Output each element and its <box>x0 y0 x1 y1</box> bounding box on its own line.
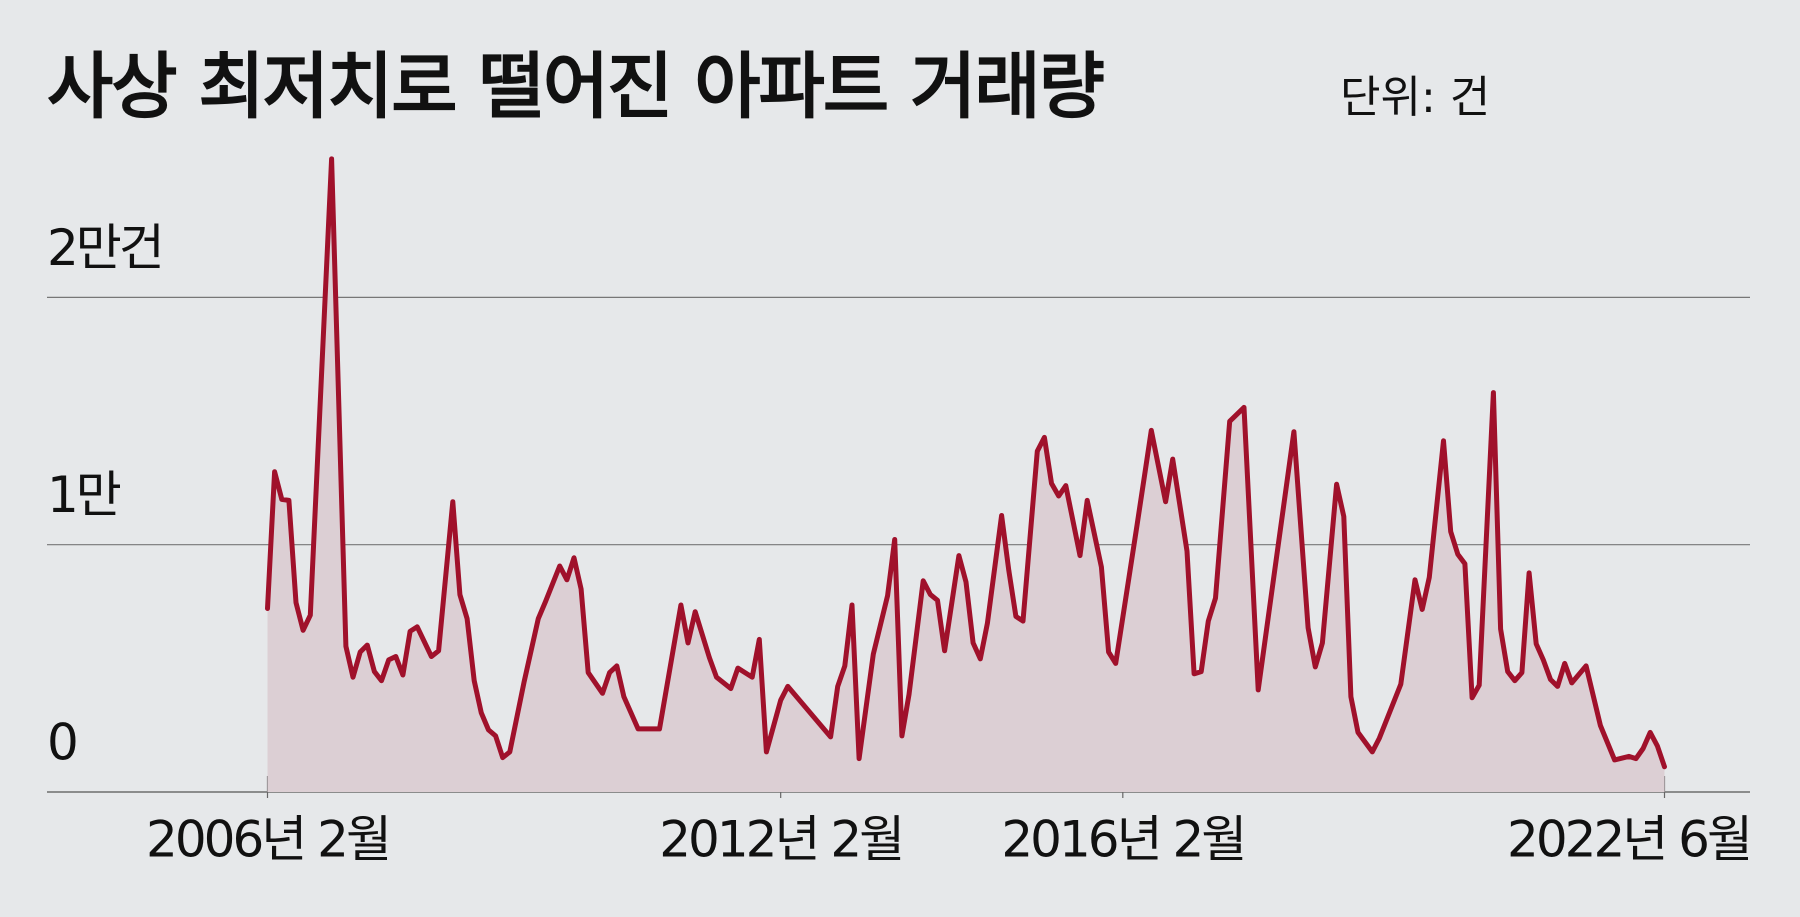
chart-title: 사상 최저치로 떨어진 아파트 거래량 <box>47 45 1104 129</box>
x-tick-label: 2022년 6월 <box>1507 811 1750 869</box>
x-tick-label: 2012년 2월 <box>659 811 902 869</box>
x-tick-label: 2016년 2월 <box>1001 811 1244 869</box>
y-tick-label: 1만 <box>47 466 121 524</box>
x-tick-label: 2006년 2월 <box>146 811 389 869</box>
data-line <box>265 156 1667 770</box>
area-fill <box>267 158 1665 792</box>
y-tick-label: 0 <box>47 714 76 772</box>
y-tick-label: 2만건 <box>47 219 162 277</box>
unit-label: 단위: 건 <box>1340 72 1490 123</box>
